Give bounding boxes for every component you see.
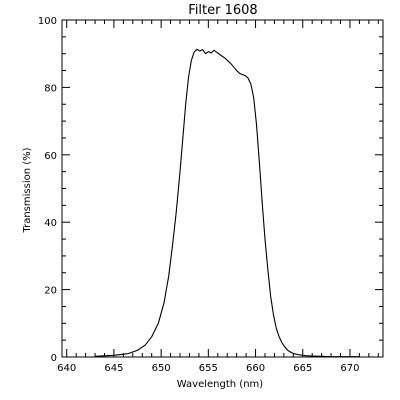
y-tick-labels: 0 20 40 60 80 100 <box>38 16 57 364</box>
x-tick-label: 655 <box>199 363 218 374</box>
x-axis-label: Wavelength (nm) <box>177 379 263 390</box>
transmission-curve <box>95 48 360 358</box>
y-tick-label: 20 <box>44 286 57 297</box>
x-tick-label: 665 <box>293 363 312 374</box>
x-tick-labels: 640 645 650 655 660 665 670 <box>57 363 359 374</box>
x-tick-label: 670 <box>340 363 359 374</box>
chart-title: Filter 1608 <box>188 3 257 18</box>
x-tick-label: 650 <box>152 363 171 374</box>
y-tick-label: 100 <box>38 16 57 27</box>
y-tick-label: 0 <box>51 353 57 364</box>
y-tick-label: 60 <box>44 151 57 162</box>
y-axis-label: Transmission (%) <box>22 147 33 233</box>
y-tick-label: 40 <box>44 218 57 229</box>
plot-frame <box>61 19 384 358</box>
x-tick-label: 640 <box>57 363 76 374</box>
x-tick-label: 660 <box>246 363 265 374</box>
x-tick-label: 645 <box>104 363 123 374</box>
axis-ticks <box>62 19 383 358</box>
y-tick-label: 80 <box>44 83 57 94</box>
